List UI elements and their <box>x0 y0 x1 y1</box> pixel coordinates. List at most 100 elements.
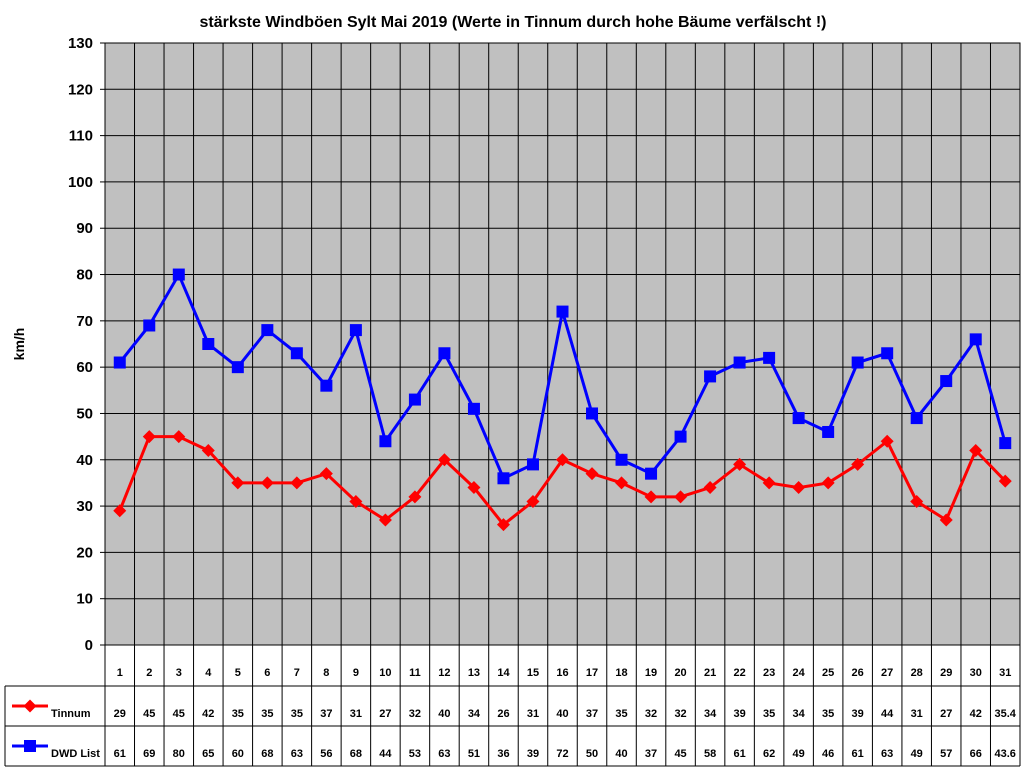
data-point <box>585 467 599 481</box>
data-point <box>467 402 480 415</box>
data-label: 43.6 <box>995 748 1016 760</box>
data-point <box>704 370 717 383</box>
data-point <box>851 356 864 369</box>
data-label: 42 <box>202 708 214 720</box>
y-tick-label: 110 <box>69 128 93 145</box>
data-label: 61 <box>114 748 126 760</box>
x-tick-label: 6 <box>264 667 270 679</box>
data-point <box>674 430 687 443</box>
data-label: 36 <box>497 748 509 760</box>
data-point <box>319 467 333 481</box>
data-label: 50 <box>586 748 598 760</box>
x-tick-label: 15 <box>527 667 539 679</box>
data-point <box>142 430 156 444</box>
data-table: 1 2 3 4 5 6 7 8 9 10 11 12 13 14 15 16 17 18 19 20 21 22 23 24 2… <box>4 667 1020 767</box>
data-point <box>290 476 304 490</box>
data-point <box>763 351 776 364</box>
x-tick-label: 7 <box>294 667 300 679</box>
data-label: 34 <box>793 708 806 720</box>
data-label: 68 <box>261 748 273 760</box>
legend-label: Tinnum <box>51 708 91 720</box>
data-label: 63 <box>881 748 893 760</box>
data-point <box>202 338 215 350</box>
data-point <box>526 494 540 508</box>
data-point <box>290 347 303 360</box>
data-point <box>969 444 983 458</box>
x-tick-label: 12 <box>438 667 450 679</box>
x-tick-label: 19 <box>645 667 657 679</box>
data-label: 40 <box>438 708 450 720</box>
data-label: 65 <box>202 748 214 760</box>
data-label: 80 <box>173 748 185 760</box>
data-label: 37 <box>586 708 598 720</box>
data-point <box>999 437 1012 450</box>
x-tick-label: 10 <box>379 667 391 679</box>
x-tick-label: 25 <box>822 667 834 679</box>
x-tick-label: 11 <box>409 667 421 679</box>
y-tick-label: 80 <box>76 267 93 284</box>
data-label: 72 <box>556 748 568 760</box>
data-label: 56 <box>320 748 332 760</box>
chart-title: stärkste Windböen Sylt Mai 2019 (Werte i… <box>200 14 827 31</box>
x-tick-label: 26 <box>852 667 864 679</box>
data-point <box>379 435 392 448</box>
data-label: 62 <box>763 748 775 760</box>
data-point <box>467 481 481 495</box>
data-label: 61 <box>733 748 745 760</box>
x-tick-label: 23 <box>763 667 775 679</box>
data-label: 37 <box>645 748 657 760</box>
x-tick-label: 30 <box>970 667 982 679</box>
data-point <box>113 356 126 369</box>
y-tick-label: 20 <box>76 544 93 561</box>
data-point <box>260 476 274 490</box>
x-tick-label: 18 <box>615 667 627 679</box>
y-tick-label: 10 <box>76 591 93 608</box>
data-label: 40 <box>556 708 568 720</box>
data-point <box>172 268 185 281</box>
data-point <box>231 361 244 374</box>
data-point <box>615 453 628 466</box>
data-label: 32 <box>409 708 421 720</box>
data-point <box>969 333 982 346</box>
data-label: 37 <box>320 708 332 720</box>
data-point <box>349 494 363 508</box>
data-label: 39 <box>733 708 745 720</box>
data-point <box>261 324 274 337</box>
data-label: 31 <box>350 708 362 720</box>
data-point <box>880 434 894 448</box>
data-point <box>497 472 510 485</box>
data-label: 26 <box>497 708 509 720</box>
data-point <box>733 356 746 369</box>
x-tick-label: 8 <box>323 667 329 679</box>
data-label: 34 <box>704 708 717 720</box>
y-tick-label: 120 <box>68 81 93 98</box>
x-tick-label: 9 <box>353 667 359 679</box>
data-point <box>940 375 953 388</box>
data-point <box>408 490 422 504</box>
data-label: 45 <box>173 708 185 720</box>
x-tick-label: 27 <box>881 667 893 679</box>
data-point <box>615 476 629 490</box>
y-tick-label: 0 <box>85 637 93 654</box>
data-label: 27 <box>940 708 952 720</box>
data-label: 44 <box>379 748 392 760</box>
x-tick-label: 5 <box>235 667 241 679</box>
data-point <box>792 412 805 425</box>
data-point <box>674 490 688 504</box>
y-tick-label: 90 <box>76 220 93 237</box>
data-point <box>733 457 747 471</box>
legend-label: DWD List <box>51 748 100 760</box>
x-tick-label: 13 <box>468 667 480 679</box>
data-point <box>172 430 186 444</box>
x-tick-label: 2 <box>146 667 152 679</box>
y-tick-label: 70 <box>76 313 93 330</box>
data-label: 39 <box>527 748 539 760</box>
x-tick-label: 3 <box>176 667 182 679</box>
data-label: 35.4 <box>995 708 1017 720</box>
x-tick-label: 14 <box>497 667 510 679</box>
data-label: 35 <box>822 708 834 720</box>
data-label: 63 <box>291 748 303 760</box>
data-point <box>526 458 539 471</box>
data-label: 51 <box>468 748 480 760</box>
data-point <box>378 513 392 527</box>
